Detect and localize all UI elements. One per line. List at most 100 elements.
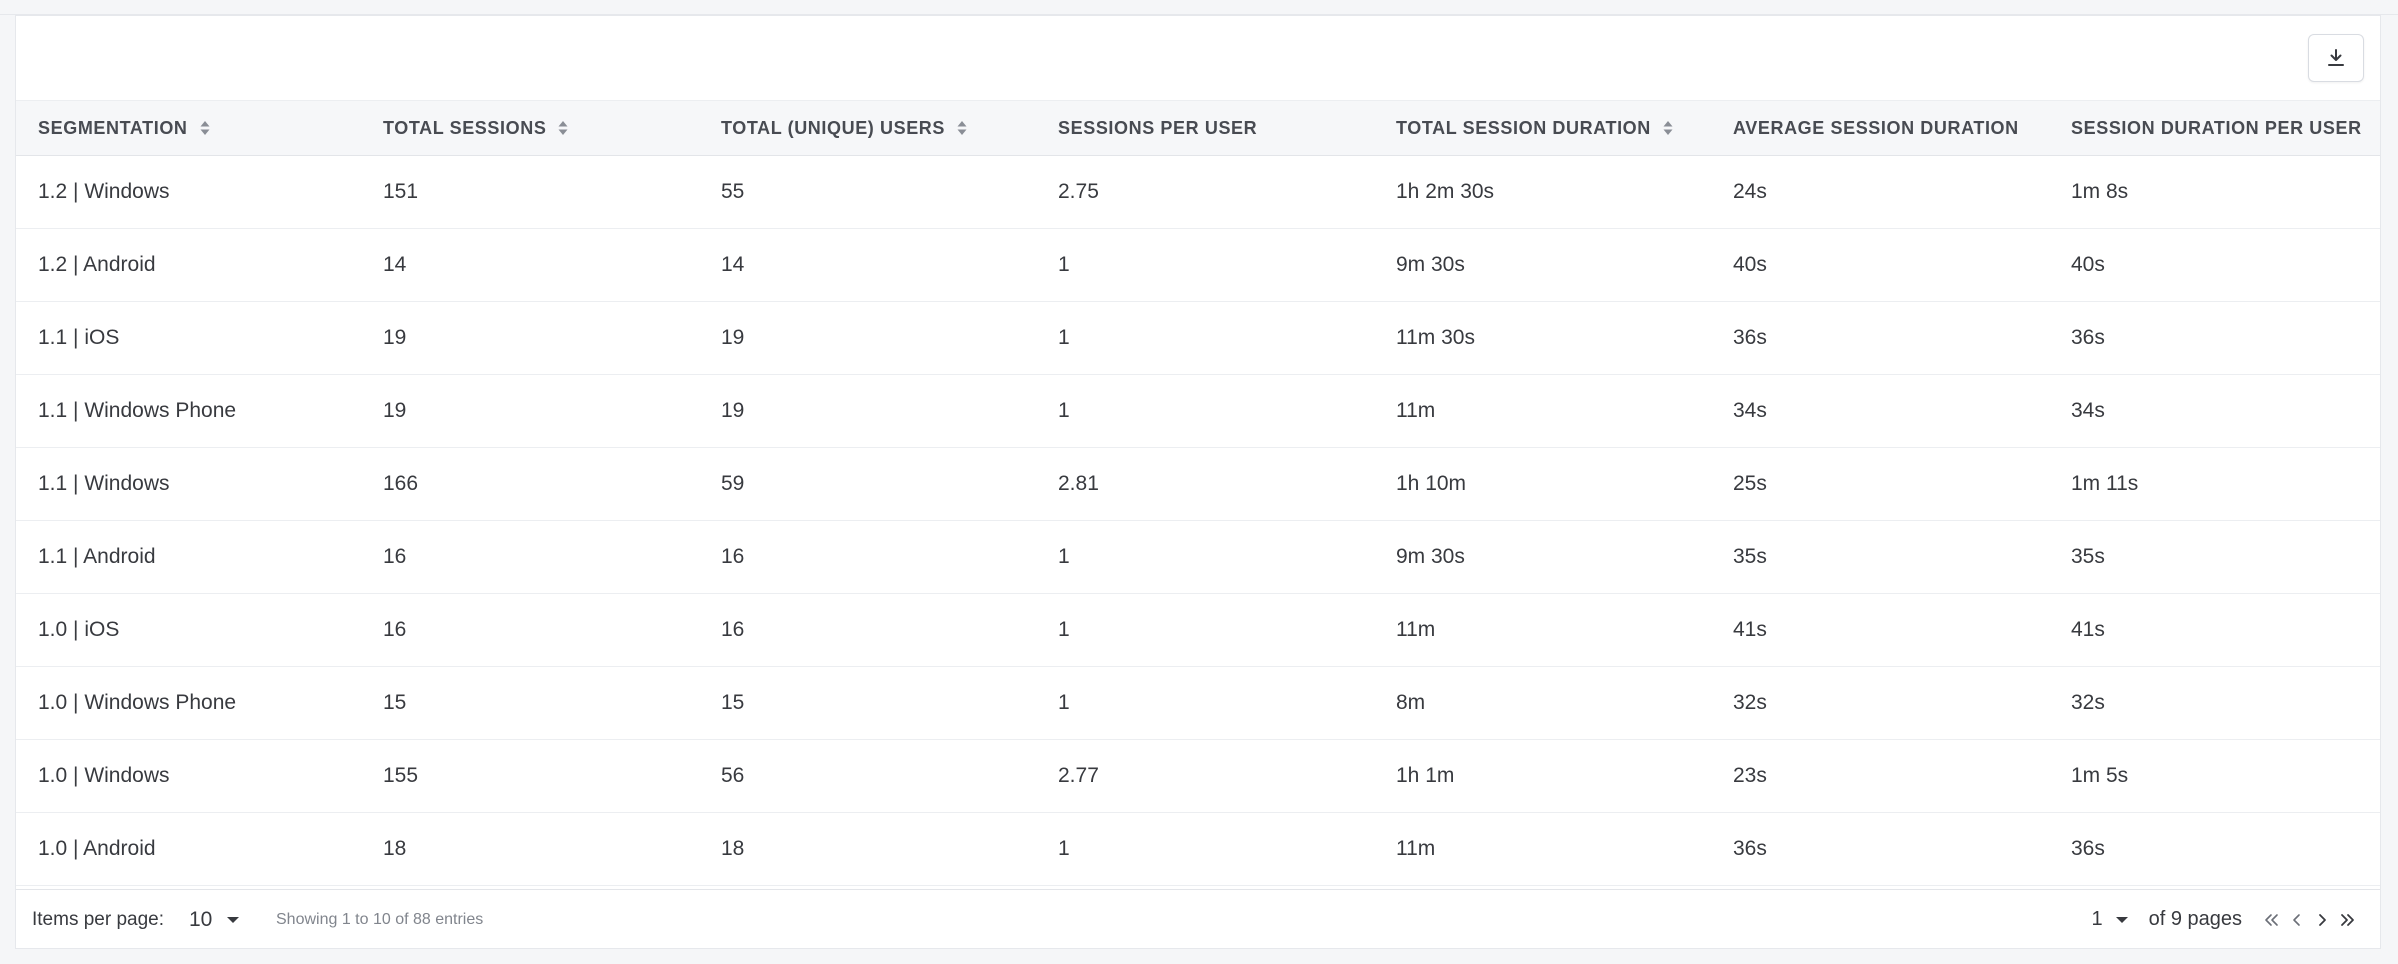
cell-sessions-per-user: 1	[1036, 520, 1374, 594]
sort-icon[interactable]	[1663, 119, 1673, 137]
cell-sessions-per-user: 1	[1036, 593, 1374, 667]
cell-average-session-duration: 36s	[1711, 812, 2049, 886]
table-row: 1.0 | iOS 16 16 1 11m 41s 41s	[16, 593, 2380, 667]
cell-sessions-per-user: 1	[1036, 666, 1374, 740]
cell-total-sessions: 18	[361, 812, 699, 886]
column-header-average-session-duration: AVERAGE SESSION DURATION	[1711, 100, 2049, 156]
column-header-total-unique-users[interactable]: TOTAL (UNIQUE) USERS	[699, 100, 1036, 156]
first-page-button[interactable]	[2261, 909, 2283, 931]
column-header-label: AVERAGE SESSION DURATION	[1733, 117, 2019, 138]
cell-session-duration-per-user: 34s	[2049, 374, 2380, 448]
cell-sessions-per-user: 2.81	[1036, 447, 1374, 521]
column-header-total-sessions[interactable]: TOTAL SESSIONS	[361, 100, 699, 156]
cell-session-duration-per-user: 1m 11s	[2049, 447, 2380, 521]
items-per-page-select[interactable]: 10	[189, 908, 240, 932]
cell-total-unique-users: 16	[699, 593, 1036, 667]
table-row: 1.2 | Windows 151 55 2.75 1h 2m 30s 24s 1m 8s	[16, 155, 2380, 229]
cell-average-session-duration: 25s	[1711, 447, 2049, 521]
cell-total-session-duration: 8m	[1374, 666, 1711, 740]
column-header-total-session-duration[interactable]: TOTAL SESSION DURATION	[1374, 100, 1711, 156]
column-header-inner: SEGMENTATION	[38, 118, 210, 139]
cell-total-unique-users: 19	[699, 374, 1036, 448]
table-row: 1.1 | Windows Phone 19 19 1 11m 34s 34s	[16, 374, 2380, 448]
cell-total-unique-users: 55	[699, 155, 1036, 229]
cell-total-sessions: 14	[361, 228, 699, 302]
cell-sessions-per-user: 1	[1036, 374, 1374, 448]
column-header-label: TOTAL SESSION DURATION	[1396, 117, 1651, 138]
cell-total-sessions: 19	[361, 374, 699, 448]
cell-segmentation: 1.2 | Android	[16, 228, 361, 302]
sort-icon[interactable]	[200, 119, 210, 137]
cell-segmentation: 1.0 | Windows Phone	[16, 666, 361, 740]
table-body: 1.2 | Windows 151 55 2.75 1h 2m 30s 24s 1m 8s 1…	[16, 155, 2380, 886]
cell-total-session-duration: 11m 30s	[1374, 301, 1711, 375]
cell-total-sessions: 16	[361, 593, 699, 667]
column-header-label: TOTAL SESSIONS	[383, 117, 547, 138]
cell-total-unique-users: 14	[699, 228, 1036, 302]
column-header-label: SESSION DURATION PER USER	[2071, 117, 2362, 138]
column-header-sessions-per-user: SESSIONS PER USER	[1036, 100, 1374, 156]
table-row: 1.2 | Android 14 14 1 9m 30s 40s 40s	[16, 228, 2380, 302]
top-divider	[0, 14, 2398, 15]
cell-total-session-duration: 11m	[1374, 593, 1711, 667]
cell-session-duration-per-user: 32s	[2049, 666, 2380, 740]
column-header-inner: AVERAGE SESSION DURATION	[1733, 118, 2019, 139]
cell-segmentation: 1.0 | Windows	[16, 739, 361, 813]
cell-total-sessions: 166	[361, 447, 699, 521]
column-header-segmentation[interactable]: SEGMENTATION	[16, 100, 361, 156]
cell-average-session-duration: 24s	[1711, 155, 2049, 229]
table-row: 1.0 | Windows Phone 15 15 1 8m 32s 32s	[16, 666, 2380, 740]
items-per-page-label: Items per page:	[32, 908, 165, 930]
cell-segmentation: 1.1 | Windows Phone	[16, 374, 361, 448]
cell-sessions-per-user: 1	[1036, 301, 1374, 375]
total-pages-text: of 9 pages	[2148, 908, 2242, 930]
cell-total-session-duration: 1h 10m	[1374, 447, 1711, 521]
column-header-inner: SESSIONS PER USER	[1058, 118, 1257, 139]
last-page-button[interactable]	[2336, 909, 2358, 931]
cell-segmentation: 1.0 | Android	[16, 812, 361, 886]
cell-session-duration-per-user: 1m 8s	[2049, 155, 2380, 229]
data-table-card: SEGMENTATION TOTAL SESSIONS TOTAL (UNIQUE)…	[15, 15, 2381, 949]
cell-segmentation: 1.1 | iOS	[16, 301, 361, 375]
items-per-page-value: 10	[189, 907, 213, 931]
first-page-icon	[2265, 913, 2278, 926]
export-button[interactable]	[2308, 34, 2364, 82]
showing-entries-text: Showing 1 to 10 of 88 entries	[276, 910, 484, 928]
column-header-session-duration-per-user: SESSION DURATION PER USER	[2049, 100, 2380, 156]
sort-icon[interactable]	[957, 119, 967, 137]
cell-segmentation: 1.1 | Windows	[16, 447, 361, 521]
cell-total-session-duration: 9m 30s	[1374, 228, 1711, 302]
cell-total-session-duration: 1h 1m	[1374, 739, 1711, 813]
prev-page-button[interactable]	[2286, 909, 2308, 931]
cell-total-sessions: 15	[361, 666, 699, 740]
table-row: 1.0 | Windows 155 56 2.77 1h 1m 23s 1m 5s	[16, 739, 2380, 813]
cell-segmentation: 1.0 | iOS	[16, 593, 361, 667]
cell-average-session-duration: 32s	[1711, 666, 2049, 740]
cell-segmentation: 1.2 | Windows	[16, 155, 361, 229]
cell-sessions-per-user: 1	[1036, 812, 1374, 886]
cell-total-session-duration: 11m	[1374, 374, 1711, 448]
next-page-button[interactable]	[2311, 909, 2333, 931]
sessions-table: SEGMENTATION TOTAL SESSIONS TOTAL (UNIQUE)…	[16, 100, 2380, 886]
cell-total-unique-users: 56	[699, 739, 1036, 813]
cell-sessions-per-user: 1	[1036, 228, 1374, 302]
column-header-inner: SESSION DURATION PER USER	[2071, 118, 2362, 139]
last-page-icon	[2341, 913, 2354, 926]
column-header-label: SESSIONS PER USER	[1058, 117, 1258, 138]
cell-average-session-duration: 36s	[1711, 301, 2049, 375]
column-header-inner: TOTAL (UNIQUE) USERS	[721, 118, 967, 139]
cell-session-duration-per-user: 36s	[2049, 301, 2380, 375]
cell-segmentation: 1.1 | Android	[16, 520, 361, 594]
table-row: 1.1 | Windows 166 59 2.81 1h 10m 25s 1m 11s	[16, 447, 2380, 521]
sort-icon[interactable]	[558, 119, 568, 137]
prev-page-icon	[2293, 913, 2300, 926]
column-header-inner: TOTAL SESSIONS	[383, 118, 568, 139]
cell-total-unique-users: 15	[699, 666, 1036, 740]
cell-sessions-per-user: 2.75	[1036, 155, 1374, 229]
cell-total-unique-users: 18	[699, 812, 1036, 886]
cell-average-session-duration: 23s	[1711, 739, 2049, 813]
cell-session-duration-per-user: 1m 5s	[2049, 739, 2380, 813]
table-row: 1.1 | iOS 19 19 1 11m 30s 36s 36s	[16, 301, 2380, 375]
page-select[interactable]: 1	[2091, 908, 2128, 931]
cell-average-session-duration: 35s	[1711, 520, 2049, 594]
